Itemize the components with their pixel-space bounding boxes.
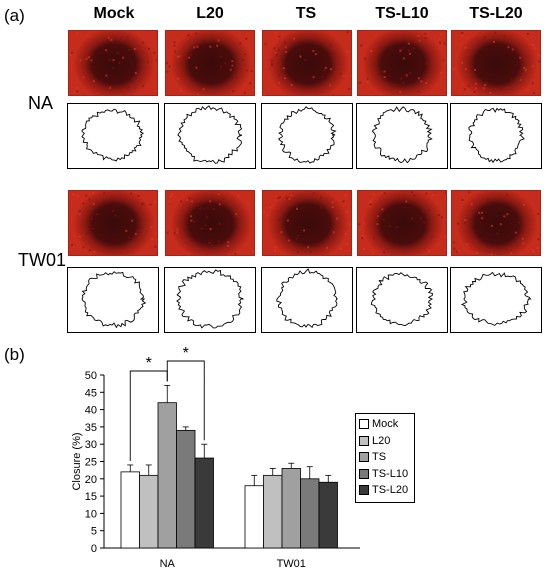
legend-swatch-icon bbox=[359, 435, 369, 446]
bar-na-l20 bbox=[139, 474, 159, 549]
y-tick-label: 45 bbox=[85, 387, 97, 399]
bar-na-ts bbox=[157, 402, 177, 549]
wound-outline-tw01-ts bbox=[261, 267, 353, 333]
legend-label: Mock bbox=[372, 418, 399, 431]
wound-outline-tw01-ts-l10 bbox=[356, 267, 448, 333]
col-header-ts-l10: TS-L10 bbox=[375, 5, 429, 22]
legend-item-ts-l20: TS-L20 bbox=[359, 482, 411, 499]
micrograph-tw01-ts bbox=[262, 190, 352, 256]
wound-outline-na-ts-l10 bbox=[356, 103, 448, 169]
bar-na-mock bbox=[120, 471, 140, 549]
bar-na-ts-l10 bbox=[176, 429, 196, 549]
legend-label: TS-L20 bbox=[372, 484, 409, 497]
bar-tw01-l20 bbox=[263, 474, 283, 549]
significance-star: * bbox=[183, 345, 189, 362]
row-label-tw01: TW01 bbox=[18, 250, 67, 270]
legend-item-l20: L20 bbox=[359, 433, 411, 450]
y-tick-label: 50 bbox=[85, 370, 97, 382]
chart-legend: Mock L20 TS TS-L10 TS-L20 bbox=[355, 413, 415, 503]
micrograph-na-mock bbox=[68, 30, 158, 96]
closure-bar-chart: 0 5 10 15 20 25 30 35 40 45 50 Closure (%) NA TW01 * * bbox=[71, 345, 360, 570]
panel-b-label: (b) bbox=[4, 345, 25, 364]
micrograph-na-l20 bbox=[165, 30, 255, 96]
row-label-na: NA bbox=[28, 93, 54, 113]
significance-star: * bbox=[146, 355, 152, 372]
legend-item-ts-l10: TS-L10 bbox=[359, 466, 411, 483]
y-tick-label: 15 bbox=[85, 491, 97, 503]
y-tick-label: 35 bbox=[85, 422, 97, 434]
micrograph-tw01-mock bbox=[68, 190, 158, 256]
col-header-ts: TS bbox=[295, 5, 317, 22]
micrograph-tw01-ts-l20 bbox=[451, 190, 541, 256]
y-tick-label: 25 bbox=[85, 457, 97, 469]
wound-outline-tw01-l20 bbox=[164, 267, 256, 333]
x-category-label: NA bbox=[160, 558, 176, 570]
bar-tw01-ts bbox=[281, 468, 301, 549]
y-tick-label: 5 bbox=[91, 526, 97, 538]
wound-outline-tw01-mock bbox=[67, 267, 159, 333]
significance-bracket bbox=[166, 360, 205, 441]
legend-swatch-icon bbox=[359, 485, 369, 496]
legend-item-ts: TS bbox=[359, 449, 411, 466]
legend-swatch-icon bbox=[359, 468, 369, 479]
y-tick-label: 0 bbox=[91, 543, 97, 555]
legend-item-mock: Mock bbox=[359, 416, 411, 433]
micrograph-tw01-l20 bbox=[165, 190, 255, 256]
y-tick-label: 20 bbox=[85, 474, 97, 486]
col-header-mock: Mock bbox=[93, 5, 135, 22]
legend-label: TS-L10 bbox=[372, 467, 409, 480]
legend-swatch-icon bbox=[359, 419, 369, 430]
wound-outline-tw01-ts-l20 bbox=[450, 267, 542, 333]
x-category-label: TW01 bbox=[277, 558, 306, 570]
col-header-l20: L20 bbox=[196, 5, 224, 22]
wound-outline-na-l20 bbox=[164, 103, 256, 169]
wound-outline-na-mock bbox=[67, 103, 159, 169]
legend-swatch-icon bbox=[359, 452, 369, 463]
bar-tw01-ts-l20 bbox=[318, 481, 338, 549]
micrograph-tw01-ts-l10 bbox=[357, 190, 447, 256]
bar-tw01-mock bbox=[244, 485, 264, 549]
legend-label: L20 bbox=[372, 434, 391, 447]
y-axis-label: Closure (%) bbox=[71, 432, 83, 490]
wound-outline-na-ts-l20 bbox=[450, 103, 542, 169]
bar-tw01-ts-l10 bbox=[300, 478, 320, 549]
panel-a-label: (a) bbox=[4, 6, 25, 25]
y-tick-label: 40 bbox=[85, 405, 97, 417]
micrograph-na-ts-l10 bbox=[357, 30, 447, 96]
micrograph-na-ts-l20 bbox=[451, 30, 541, 96]
y-tick-label: 30 bbox=[85, 439, 97, 451]
y-tick-label: 10 bbox=[85, 508, 97, 520]
col-header-ts-l20: TS-L20 bbox=[469, 5, 523, 22]
bar-na-ts-l20 bbox=[194, 457, 214, 549]
micrograph-na-ts bbox=[262, 30, 352, 96]
wound-outline-na-ts bbox=[261, 103, 353, 169]
legend-label: TS bbox=[372, 451, 387, 464]
